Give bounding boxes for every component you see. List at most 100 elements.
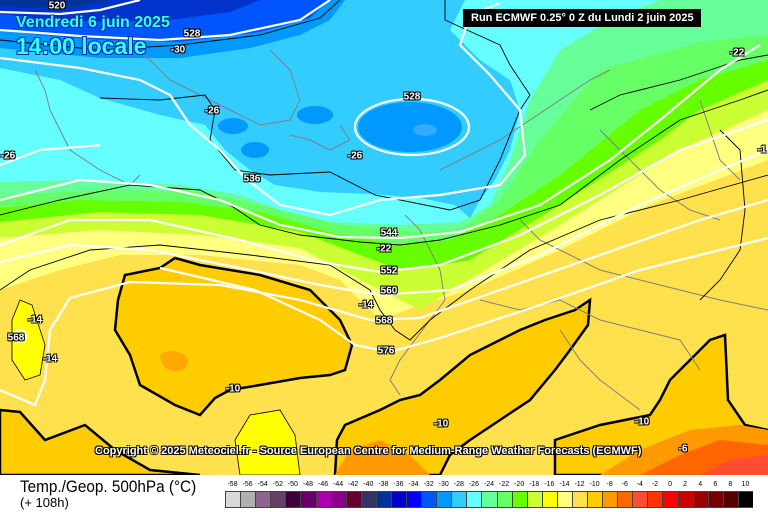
warm-spot [160,351,189,372]
legend-tick-label: -42 [348,481,359,488]
legend-swatch [315,491,332,508]
blue-spot-southwest [241,142,269,158]
zone-darkest-blue [0,0,110,8]
isohypse-520 [0,0,141,16]
legend-tick-label: -44 [333,481,344,488]
contour-label: 568 [375,315,393,327]
contour-label: -26 [347,150,363,162]
contour-label: -26 [0,150,16,162]
legend-swatch [647,491,663,508]
legend-swatch [375,491,392,508]
legend-swatch [617,491,633,508]
legend-swatch [662,491,679,508]
isohypse-528-north [0,0,331,42]
temperature-geopotential-map [0,0,768,475]
contour-label: 568 [7,332,25,344]
isohypse-536-west [0,143,101,167]
legend-swatch [692,491,709,508]
zone-minus10-south [333,297,592,475]
legend-swatch [436,491,452,508]
zone-hot-corner [700,455,768,475]
isohypse-576 [159,236,768,354]
legend-swatch [330,491,347,508]
geopotential-lines [0,0,768,407]
legend-swatch [722,491,739,508]
legend-swatch [285,491,301,508]
legend-swatch [255,491,271,508]
legend-swatch [707,491,724,508]
legend-swatch [225,491,241,508]
contour-label: -6 [678,443,688,455]
blue-spot-center [358,102,462,152]
contour-label: 576 [377,345,395,357]
copyright-notice: Copyright © 2025 Meteociel.fr - Source E… [95,445,642,457]
contour-label: 528 [183,28,201,40]
legend-tick-label: -46 [317,481,329,488]
legend-swatch [270,491,286,508]
legend-swatch [345,491,362,508]
legend-tick-label: -12 [574,481,585,488]
forecast-time: 14:00 locale [16,33,147,59]
yellow-blob-south [234,409,301,475]
contour-label: 520 [48,0,66,12]
legend-swatch [390,491,407,508]
contour-label: -14 [358,299,374,311]
blue-spot-mid [297,106,333,124]
contour-label: -22 [729,47,745,59]
legend-tick-label: -20 [514,481,525,488]
legend-tick-label: 0 [668,481,672,488]
contour-label: -26 [204,105,220,117]
legend-swatch [526,491,543,508]
legend-swatch [240,491,256,508]
legend-swatch [360,491,377,508]
zone-minus10-west [113,256,354,417]
isohypse-560 [0,148,768,297]
legend-swatch [451,491,467,508]
legend-tick-label: -32 [423,481,434,488]
legend-swatch [737,491,754,508]
legend-swatch [677,491,694,508]
legend-swatch [587,491,603,508]
model-run-info: Run ECMWF 0.25° 0 Z du Lundi 2 juin 2025 [463,9,701,27]
legend-tick-label: -38 [378,481,389,488]
contour-label: 528 [403,91,421,103]
contour-label: 552 [380,265,398,277]
legend-swatch [300,491,316,508]
legend-tick-label: -18 [529,481,540,488]
blue-spot-west [218,118,248,134]
legend-swatch [602,491,618,508]
zone-minus10-southwest [0,408,201,475]
isohypse-568-small [12,328,28,344]
forecast-date: Vendredi 6 juin 2025 [16,14,170,31]
legend-tick-label: -52 [272,481,283,488]
legend-footer: Temp./Geop. 500hPa (°C) (+ 108h) -58 -56-… [0,475,768,512]
contour-label: 536 [243,173,261,185]
color-scale: -58 -56 -54 -52 -50 -48 -46 -44 -42 -40 -38 -36 -34-… [225,481,754,509]
legend-swatch [406,491,422,508]
legend-tick-label: 4 [698,481,703,488]
legend-tick-label: -6 [621,481,628,488]
legend-tick-label: -50 [287,481,298,488]
legend-tick-label: -28 [453,481,464,488]
legend-tick-label: 8 [728,481,733,488]
legend-swatch [481,491,498,508]
blue-spot-core [413,124,437,136]
legend-tick-label: -2 [651,481,659,488]
coastlines [34,39,768,411]
legend-tick-label: -24 [483,481,495,488]
legend-tick-label: -58 [227,481,238,488]
legend-swatch [466,491,482,508]
contour-label: -14 [27,314,43,326]
legend-tick-label: -34 [408,481,419,488]
legend-tick-label: -56 [242,481,253,488]
legend-swatch [496,491,513,508]
isohypse-528-low [353,97,471,157]
contour-label: -1 [757,144,767,156]
contour-label: -10 [634,416,650,428]
contour-label: -30 [170,44,186,56]
isohypse-544 [0,44,761,240]
legend-swatch [571,491,588,508]
legend-tick-label: -40 [363,481,374,488]
contour-label: -10 [225,383,241,395]
